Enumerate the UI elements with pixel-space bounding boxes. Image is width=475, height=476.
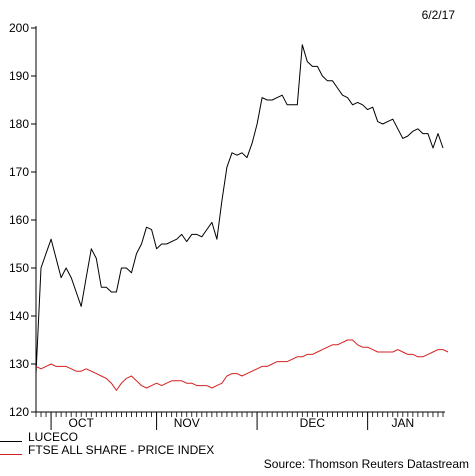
x-tick-label: OCT bbox=[69, 416, 95, 430]
legend-item-ftse: FTSE ALL SHARE - PRICE INDEX bbox=[0, 443, 214, 457]
source-label: Source: Thomson Reuters Datastream bbox=[263, 457, 469, 471]
luceco-series-line bbox=[35, 44, 444, 374]
y-tick-label: 170 bbox=[9, 165, 29, 179]
legend-label-luceco: LUCECO bbox=[28, 430, 79, 444]
y-tick-label: 120 bbox=[9, 405, 29, 419]
x-tick-label: JAN bbox=[391, 416, 414, 430]
legend-swatch-ftse bbox=[0, 453, 22, 455]
legend-item-luceco: LUCECO bbox=[0, 430, 78, 444]
y-tick-label: 140 bbox=[9, 309, 29, 323]
legend-label-ftse: FTSE ALL SHARE - PRICE INDEX bbox=[28, 443, 215, 457]
series-lines bbox=[35, 44, 449, 391]
x-tick-label: NOV bbox=[174, 416, 200, 430]
y-tick-label: 150 bbox=[9, 261, 29, 275]
ftse-series-line bbox=[35, 339, 449, 391]
y-tick-label: 180 bbox=[9, 117, 29, 131]
y-tick-label: 190 bbox=[9, 69, 29, 83]
legend-swatch-luceco bbox=[0, 440, 22, 442]
axes: 120 130 140 150 160 170 180 190 200 OCT NOV DEC JAN bbox=[9, 21, 445, 430]
y-tick-label: 130 bbox=[9, 357, 29, 371]
x-tick-label: DEC bbox=[300, 416, 326, 430]
date-label: 6/2/17 bbox=[421, 8, 455, 22]
y-tick-label: 200 bbox=[9, 21, 29, 35]
y-tick-label: 160 bbox=[9, 213, 29, 227]
